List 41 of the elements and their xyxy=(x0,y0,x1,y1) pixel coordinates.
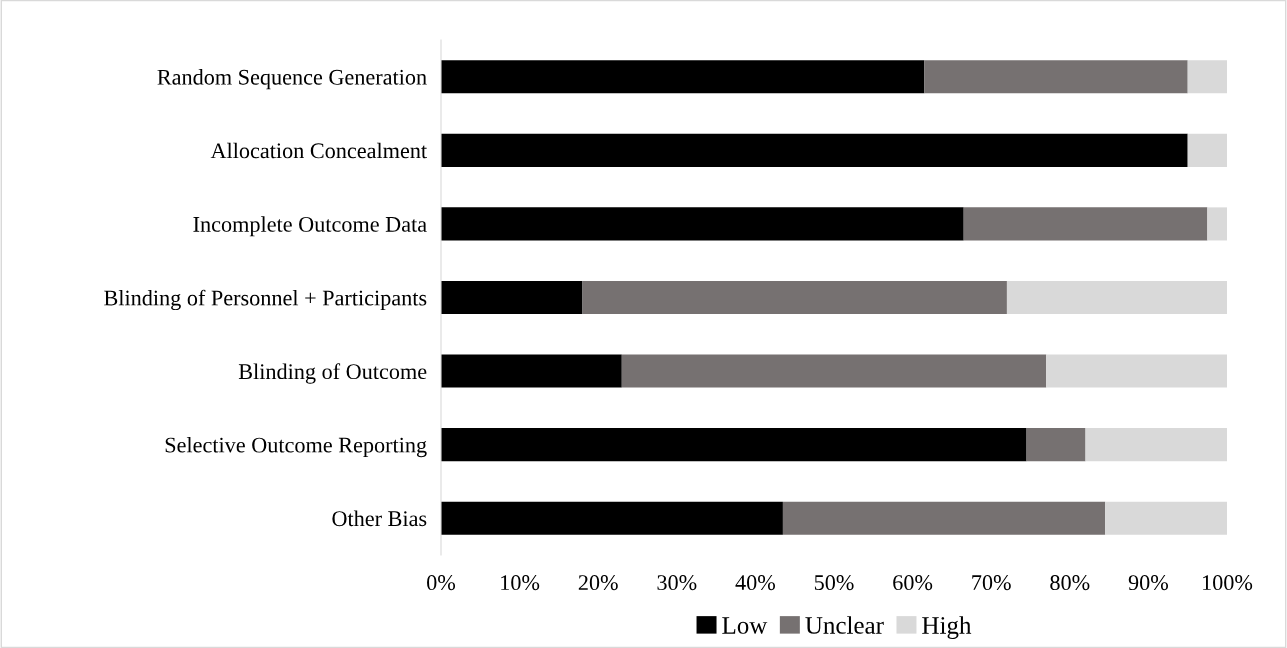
y-tick-label: Incomplete Outcome Data xyxy=(193,216,427,237)
legend-label: High xyxy=(922,616,972,640)
bar xyxy=(963,207,1208,241)
bar xyxy=(441,207,964,241)
bar xyxy=(1207,207,1227,241)
bar xyxy=(621,354,1047,388)
y-tick-label: Blinding of Personnel + Participants xyxy=(104,289,427,311)
y-tick-label: Other Bias xyxy=(332,510,427,527)
legend-label: Unclear xyxy=(805,616,884,634)
y-tick-label: Blinding of Outcome xyxy=(238,363,427,384)
x-tick-label: 50% xyxy=(814,575,854,591)
bar xyxy=(1105,501,1227,535)
x-tick-label: 90% xyxy=(1128,575,1169,591)
x-tick-label: 100% xyxy=(1203,575,1253,591)
x-tick-label: 80% xyxy=(1050,575,1090,591)
x-tick-label: 30% xyxy=(657,575,697,591)
legend-label: Low xyxy=(722,617,768,634)
bar xyxy=(1046,354,1227,388)
y-tick-label: Random Sequence Generation xyxy=(157,69,427,90)
bar xyxy=(441,133,1188,167)
bar xyxy=(924,60,1188,94)
bar xyxy=(1006,280,1227,315)
bar xyxy=(782,501,1106,535)
x-tick-label: 40% xyxy=(735,575,776,591)
bar xyxy=(441,428,1027,462)
bar xyxy=(1187,60,1227,94)
bar xyxy=(1026,428,1086,462)
y-tick-label: Allocation Concealment xyxy=(210,142,427,159)
x-tick-label: 60% xyxy=(893,575,933,591)
bar xyxy=(1187,133,1227,167)
x-tick-label: 70% xyxy=(972,575,1011,591)
bar xyxy=(441,354,622,388)
bar xyxy=(582,280,1007,315)
bar xyxy=(441,501,783,535)
bar xyxy=(1085,428,1227,462)
x-tick-label: 0% xyxy=(427,575,456,591)
x-tick-label: 20% xyxy=(578,575,618,591)
bar xyxy=(441,280,583,315)
bar xyxy=(441,60,925,94)
y-tick-label: Selective Outcome Reporting xyxy=(165,436,427,458)
x-tick-label: 10% xyxy=(501,575,540,591)
